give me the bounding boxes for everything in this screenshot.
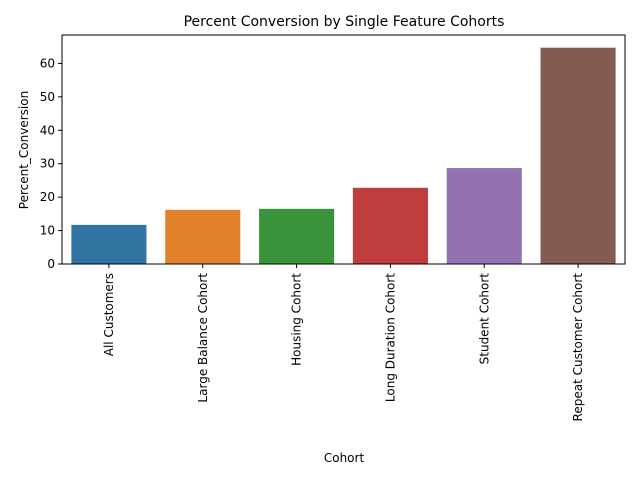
y-tick-label-6: 60 (40, 56, 55, 70)
y-tick-label-1: 10 (40, 224, 55, 238)
x-tick-label-4: Student Cohort (477, 273, 491, 365)
x-tick-label-3: Long Duration Cohort (383, 273, 397, 402)
bar-2 (259, 208, 335, 264)
x-axis: All Customers Large Balance Cohort Housing… (102, 264, 585, 421)
x-tick-label-2: Housing Cohort (290, 273, 304, 366)
bar-5 (540, 47, 616, 265)
y-tick-label-5: 50 (40, 90, 55, 104)
bar-0 (71, 224, 147, 264)
y-axis: 0 10 20 30 40 50 60 (40, 56, 62, 271)
bar-1 (165, 209, 241, 264)
plot-frame (61, 34, 626, 265)
chart-title: Percent Conversion by Single Feature Coh… (184, 14, 505, 30)
bars-group (71, 47, 616, 265)
x-tick-label-0: All Customers (102, 273, 116, 356)
x-tick-label-1: Large Balance Cohort (196, 273, 210, 403)
y-tick-label-3: 30 (40, 157, 55, 171)
x-tick-label-5: Repeat Customer Cohort (571, 273, 585, 422)
bar-4 (446, 168, 522, 264)
x-axis-label: Cohort (324, 451, 365, 465)
y-axis-label: Percent_Conversion (17, 91, 31, 209)
bar-3 (352, 187, 428, 264)
y-tick-label-2: 20 (40, 190, 55, 204)
y-tick-label-0: 0 (47, 257, 55, 271)
y-tick-label-4: 40 (40, 123, 55, 137)
